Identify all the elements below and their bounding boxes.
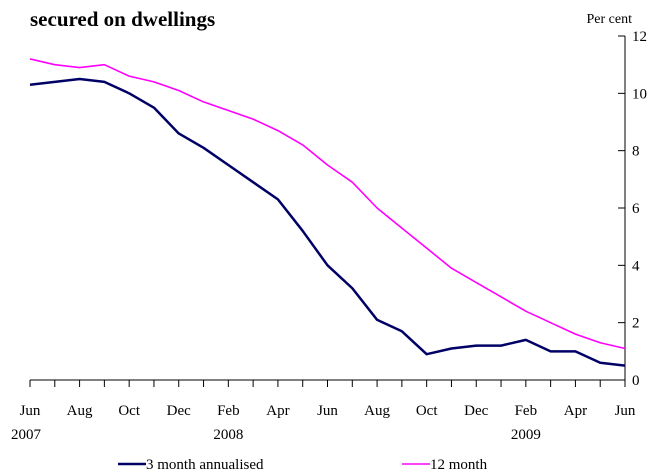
x-tick-label: Apr: [266, 403, 289, 419]
x-tick-label: Apr: [564, 403, 587, 419]
x-tick-label: Feb: [515, 403, 538, 419]
x-year-label: 2009: [511, 427, 541, 443]
series-line-12-month: [29, 58, 626, 350]
x-tick-label: Feb: [217, 403, 240, 419]
x-tick-label: Dec: [464, 403, 488, 419]
series-line-3-month-annualised: [29, 77, 626, 367]
legend: 3 month annualised 12 month: [118, 457, 488, 473]
x-tick-label: Aug: [67, 403, 93, 419]
chart-title: secured on dwellings: [30, 7, 215, 31]
legend-label: 3 month annualised: [146, 457, 264, 473]
y-tick-label: 2: [632, 316, 640, 332]
x-tick-label: Oct: [416, 403, 438, 419]
x-year-label: 2007: [11, 427, 42, 443]
x-tick-label: Jun: [317, 403, 338, 419]
axes: 0 2 4 6 8 10 12 Jun 2007 Aug Oct Dec Feb 2008 Apr Jun Au…: [11, 29, 647, 443]
legend-label: 12 month: [430, 457, 488, 473]
y-tick-label: 12: [632, 29, 647, 45]
x-tick-label: Aug: [364, 403, 390, 419]
x-tick-label: Jun: [20, 403, 41, 419]
x-tick-label: Dec: [167, 403, 191, 419]
y-tick-label: 6: [632, 201, 640, 217]
x-tick-label: Jun: [615, 403, 636, 419]
y-axis-label: Per cent: [587, 12, 633, 27]
y-tick-label: 8: [632, 144, 640, 160]
y-tick-label: 10: [632, 86, 647, 102]
y-tick-label: 0: [632, 373, 640, 389]
x-tick-label: Oct: [118, 403, 140, 419]
x-year-label: 2008: [213, 427, 243, 443]
y-tick-label: 4: [632, 258, 640, 274]
series-layer: [29, 58, 626, 367]
